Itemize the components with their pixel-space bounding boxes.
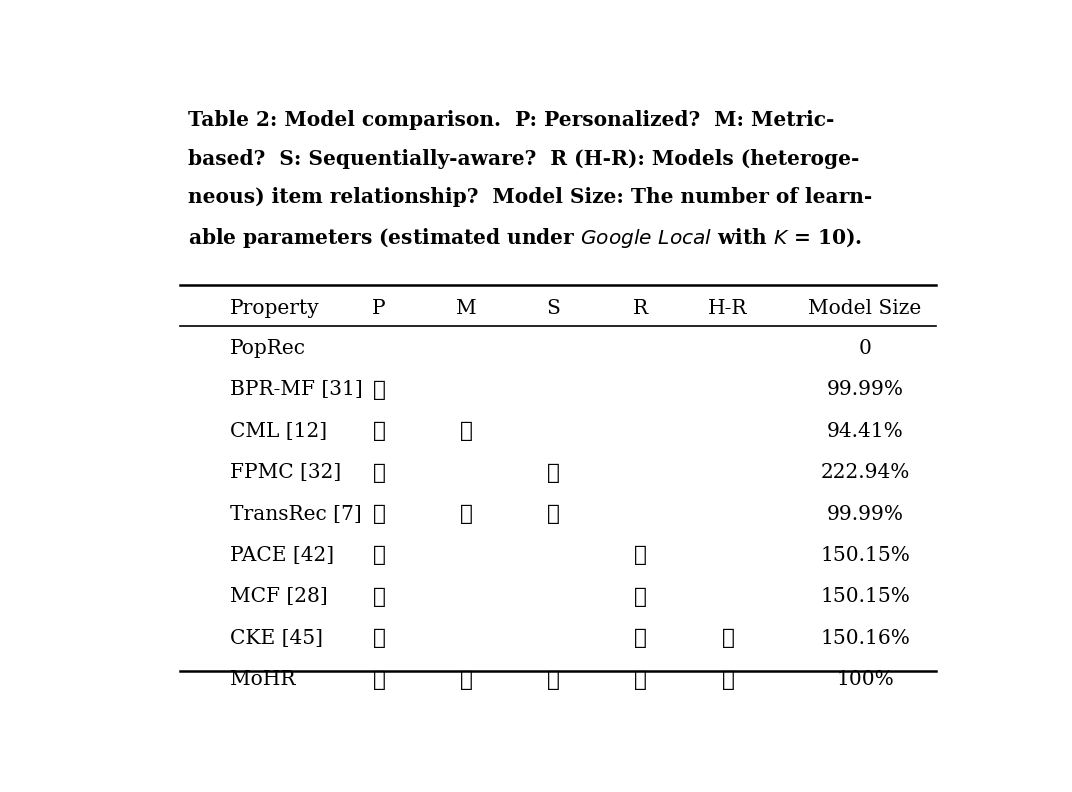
Text: CML [12]: CML [12] [229, 421, 327, 440]
Text: ✓: ✓ [373, 379, 386, 401]
Text: 99.99%: 99.99% [827, 505, 904, 524]
Text: ✓: ✓ [460, 503, 473, 525]
Text: ✓: ✓ [635, 544, 647, 566]
Text: TransRec [7]: TransRec [7] [229, 505, 361, 524]
Text: able parameters (estimated under $\mathit{Google\ Local}$ with $\mathit{K}$ = 10: able parameters (estimated under $\mathi… [188, 226, 862, 249]
Text: 94.41%: 94.41% [827, 421, 904, 440]
Text: ✓: ✓ [547, 503, 560, 525]
Text: ✓: ✓ [635, 627, 647, 649]
Text: neous) item relationship?  Model Size: The number of learn-: neous) item relationship? Model Size: Th… [188, 187, 873, 208]
Text: Table 2: Model comparison.  P: Personalized?  M: Metric-: Table 2: Model comparison. P: Personaliz… [188, 110, 834, 131]
Text: ✓: ✓ [373, 586, 386, 608]
Text: ✓: ✓ [373, 627, 386, 649]
Text: FPMC [32]: FPMC [32] [229, 463, 341, 482]
Text: 150.15%: 150.15% [820, 546, 910, 565]
Text: BPR-MF [31]: BPR-MF [31] [229, 380, 362, 399]
Text: ✓: ✓ [373, 462, 386, 484]
Text: based?  S: Sequentially-aware?  R (H-R): Models (heteroge-: based? S: Sequentially-aware? R (H-R): M… [188, 149, 860, 169]
Text: R: R [634, 299, 649, 318]
Text: 100%: 100% [836, 670, 894, 689]
Text: PopRec: PopRec [229, 339, 306, 358]
Text: P: P [372, 299, 386, 318]
Text: ✓: ✓ [547, 462, 560, 484]
Text: ✓: ✓ [373, 669, 386, 691]
Text: 0: 0 [859, 339, 872, 358]
Text: M: M [456, 299, 477, 318]
Text: ✓: ✓ [373, 544, 386, 566]
Text: 222.94%: 222.94% [820, 463, 910, 482]
Text: ✓: ✓ [460, 420, 473, 442]
Text: ✓: ✓ [721, 627, 734, 649]
Text: S: S [547, 299, 561, 318]
Text: CKE [45]: CKE [45] [229, 629, 323, 648]
Text: ✓: ✓ [635, 669, 647, 691]
Text: ✓: ✓ [460, 669, 473, 691]
Text: MCF [28]: MCF [28] [229, 588, 327, 607]
Text: Model Size: Model Size [808, 299, 922, 318]
Text: Property: Property [229, 299, 319, 318]
Text: H-R: H-R [709, 299, 748, 318]
Text: PACE [42]: PACE [42] [229, 546, 333, 565]
Text: ✓: ✓ [721, 669, 734, 691]
Text: ✓: ✓ [547, 669, 560, 691]
Text: 150.16%: 150.16% [820, 629, 910, 648]
Text: MoHR: MoHR [229, 670, 295, 689]
Text: ✓: ✓ [373, 503, 386, 525]
Text: 150.15%: 150.15% [820, 588, 910, 607]
Text: 99.99%: 99.99% [827, 380, 904, 399]
Text: ✓: ✓ [373, 420, 386, 442]
Text: ✓: ✓ [635, 586, 647, 608]
